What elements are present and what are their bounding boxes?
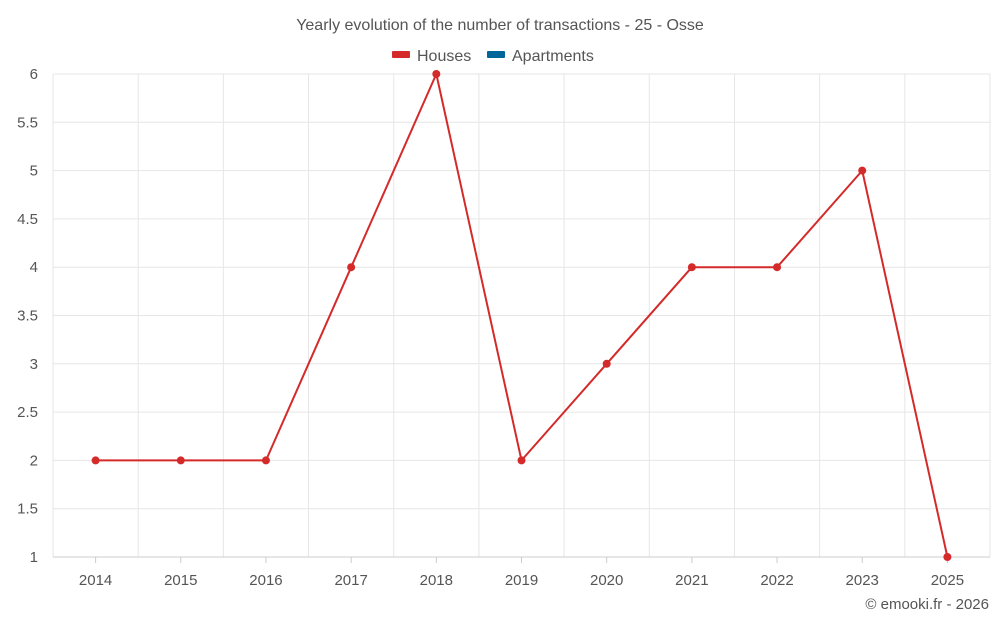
legend-label-apartments: Apartments: [512, 48, 594, 65]
y-tick-label: 4.5: [17, 211, 38, 228]
legend: Houses Apartments: [392, 48, 594, 65]
x-tick-label: 2022: [760, 572, 793, 589]
x-tick-label: 2025: [931, 572, 964, 589]
y-tick-label: 5.5: [17, 114, 38, 131]
x-tick-label: 2020: [590, 572, 623, 589]
y-tick-label: 3.5: [17, 308, 38, 325]
y-tick-label: 2.5: [17, 404, 38, 421]
series-houses: [91, 70, 952, 561]
legend-swatch-houses: [392, 51, 410, 58]
legend-swatch-apartments: [487, 51, 505, 58]
grid: [52, 73, 991, 557]
x-tick-label: 2019: [505, 572, 538, 589]
y-tick-label: 1.5: [17, 501, 38, 518]
y-axis: 1 1.5 2 2.5 3 3.5 4 4.5 5 5.5 6: [17, 66, 38, 566]
x-tick-label: 2018: [420, 572, 453, 589]
legend-label-houses: Houses: [417, 48, 471, 65]
data-point: [687, 263, 696, 272]
x-tick-label: 2023: [846, 572, 879, 589]
x-tick-label: 2021: [675, 572, 708, 589]
y-tick-label: 6: [30, 66, 38, 83]
legend-item-houses[interactable]: Houses: [392, 48, 471, 65]
chart-title: Yearly evolution of the number of transa…: [296, 17, 704, 34]
x-tick-label: 2015: [164, 572, 197, 589]
x-tick-label: 2017: [334, 572, 367, 589]
y-tick-label: 4: [30, 259, 38, 276]
data-point: [858, 166, 867, 175]
credit-text: © emooki.fr - 2026: [865, 596, 989, 613]
data-point: [347, 263, 356, 272]
y-tick-label: 1: [30, 549, 38, 566]
data-point: [176, 456, 185, 465]
y-tick-label: 5: [30, 163, 38, 180]
x-tick-label: 2014: [79, 572, 112, 589]
data-point: [602, 359, 611, 368]
legend-item-apartments[interactable]: Apartments: [487, 48, 594, 65]
data-point: [261, 456, 270, 465]
x-tick-label: 2016: [249, 572, 282, 589]
data-point: [517, 456, 526, 465]
data-point: [773, 263, 782, 272]
y-tick-label: 2: [30, 452, 38, 469]
y-tick-label: 3: [30, 356, 38, 373]
data-point: [91, 456, 100, 465]
data-point: [432, 70, 441, 78]
x-axis: 2014 2015 2016 2017 2018 2019 2020 2021 2022 2023…: [53, 556, 990, 589]
data-point: [943, 553, 952, 561]
